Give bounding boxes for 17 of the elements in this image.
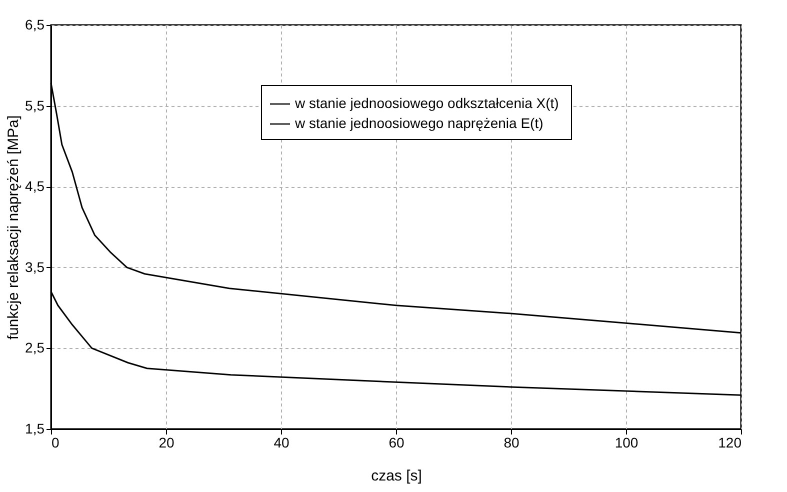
y-tick-label: 2,5 <box>25 340 45 356</box>
legend-label: w stanie jednoosiowego odkształcenia X(t) <box>294 95 559 111</box>
x-tick-label: 100 <box>614 434 638 450</box>
x-axis-title: czas [s] <box>371 468 422 484</box>
y-tick-label: 6,5 <box>25 16 45 32</box>
y-axis-title: funkcje relaksacji naprężeń [MPa] <box>5 115 22 340</box>
x-tick-label: 0 <box>52 434 60 450</box>
y-tick-label: 3,5 <box>25 258 45 275</box>
legend-label: w stanie jednoosiowego naprężenia E(t) <box>294 115 544 131</box>
x-tick-label: 20 <box>158 434 174 450</box>
x-tick-label: 80 <box>504 434 520 450</box>
y-tick-label: 1,5 <box>25 420 45 436</box>
y-tick-label: 5,5 <box>25 97 45 114</box>
x-tick-label: 60 <box>388 434 404 450</box>
x-tick-label: 120 <box>718 434 742 450</box>
x-tick-label: 40 <box>274 434 290 450</box>
y-tick-label: 4,5 <box>25 178 45 194</box>
